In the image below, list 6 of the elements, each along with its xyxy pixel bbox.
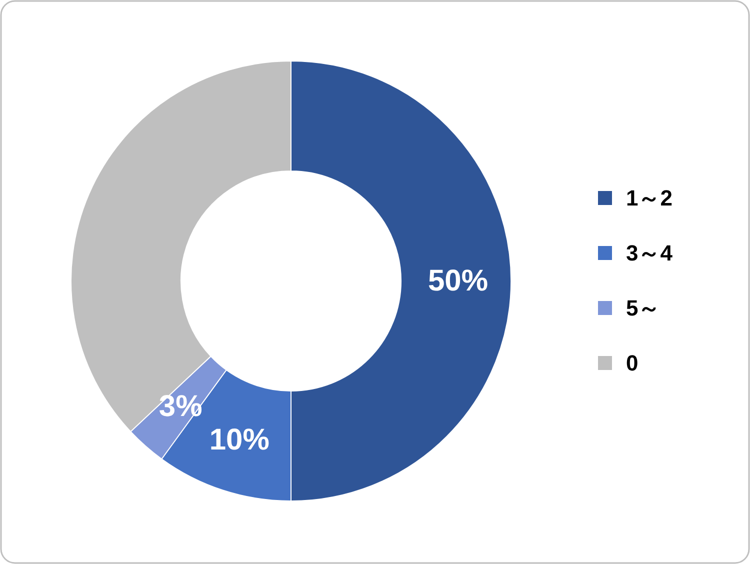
legend-label: 3～4: [626, 240, 674, 266]
legend-label: 1～2: [626, 186, 672, 210]
data-label: 10%: [209, 423, 270, 456]
data-label: 50%: [428, 264, 488, 298]
legend-label: 0: [626, 350, 638, 376]
legend-label: 5～: [626, 296, 660, 320]
